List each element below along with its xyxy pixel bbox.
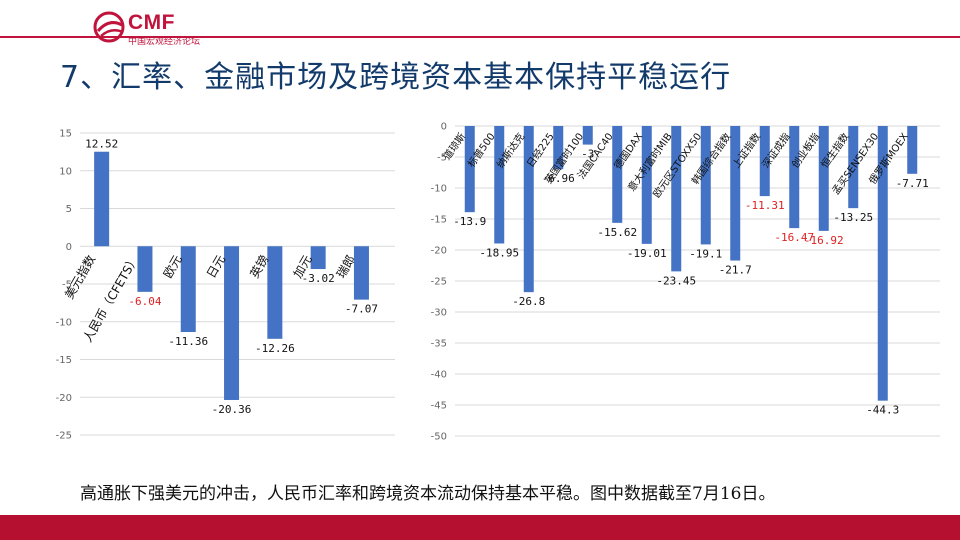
y-tick-label: -5 bbox=[62, 280, 72, 291]
y-tick-label: 5 bbox=[66, 204, 72, 215]
data-label: -12.26 bbox=[255, 342, 295, 355]
footer-bar bbox=[0, 515, 960, 540]
y-tick-label: -25 bbox=[56, 431, 72, 442]
data-label: -23.45 bbox=[656, 274, 696, 287]
y-tick-label: -40 bbox=[431, 370, 447, 381]
data-label: -13.25 bbox=[833, 211, 873, 224]
y-tick-label: -25 bbox=[431, 277, 447, 288]
data-label: -19.01 bbox=[627, 247, 667, 260]
y-tick-label: -10 bbox=[431, 184, 447, 195]
chart-1: 151050-5-10-15-20-2512.52美元指数-6.04人民币（CF… bbox=[56, 129, 395, 442]
y-tick-label: -10 bbox=[56, 317, 72, 328]
y-tick-label: 10 bbox=[59, 166, 72, 177]
data-label: -11.36 bbox=[168, 335, 208, 348]
y-tick-label: -15 bbox=[56, 355, 72, 366]
bar bbox=[137, 246, 153, 292]
y-tick-label: -20 bbox=[431, 246, 447, 257]
y-tick-label: 0 bbox=[441, 122, 447, 133]
bar bbox=[877, 126, 888, 401]
cmf-globe-icon bbox=[93, 11, 125, 43]
data-label: -11.31 bbox=[745, 199, 785, 212]
bar bbox=[700, 126, 711, 245]
bar bbox=[94, 151, 110, 247]
bar bbox=[310, 246, 326, 270]
data-label: -7.71 bbox=[896, 177, 929, 190]
bar bbox=[582, 126, 593, 145]
data-label: -6.96 bbox=[542, 172, 575, 185]
data-label: -15.62 bbox=[597, 226, 637, 239]
bar bbox=[180, 246, 196, 333]
bar bbox=[789, 126, 800, 229]
data-label: -18.95 bbox=[479, 246, 519, 259]
y-tick-label: -5 bbox=[437, 153, 447, 164]
data-label: -3.02 bbox=[302, 272, 335, 285]
bar bbox=[224, 246, 240, 400]
data-label: -7.07 bbox=[345, 303, 378, 316]
data-label: -20.36 bbox=[212, 403, 252, 416]
y-tick-label: -50 bbox=[431, 432, 447, 443]
slide-caption: 高通胀下强美元的冲击，人民币汇率和跨境资本流动保持基本平稳。图中数据截至7月16… bbox=[80, 484, 776, 504]
data-label: -16.92 bbox=[804, 234, 844, 247]
category-label: 美元指数 bbox=[61, 252, 98, 301]
bar bbox=[730, 126, 741, 261]
data-label: -19.1 bbox=[689, 247, 722, 260]
bar bbox=[848, 126, 859, 209]
logo-subtitle: 中国宏观经济论坛 bbox=[128, 37, 201, 47]
cmf-logo: CMF 中国宏观经济论坛 bbox=[92, 8, 232, 47]
data-label: -16.47 bbox=[774, 231, 814, 244]
data-label: -44.3 bbox=[866, 404, 899, 417]
header-rule bbox=[0, 36, 960, 38]
bar bbox=[523, 126, 534, 293]
y-tick-label: -35 bbox=[431, 339, 447, 350]
data-label: -26.8 bbox=[512, 295, 545, 308]
bar bbox=[671, 126, 682, 272]
slide-title: 7、汇率、金融市场及跨境资本基本保持平稳运行 bbox=[60, 60, 732, 95]
data-label: -6.04 bbox=[128, 295, 161, 308]
y-tick-label: 15 bbox=[59, 129, 72, 140]
y-tick-label: -20 bbox=[56, 393, 72, 404]
bar bbox=[464, 126, 475, 213]
bar bbox=[907, 126, 918, 174]
bar bbox=[612, 126, 623, 223]
y-tick-label: -30 bbox=[431, 308, 447, 319]
data-label: -21.7 bbox=[719, 264, 752, 277]
bar bbox=[759, 126, 770, 197]
bar bbox=[818, 126, 829, 231]
bar bbox=[267, 246, 283, 339]
y-tick-label: -45 bbox=[431, 401, 447, 412]
logo-name: CMF bbox=[128, 11, 175, 34]
data-label: -13.9 bbox=[453, 215, 486, 228]
bar bbox=[553, 126, 564, 170]
chart-2: 0-5-10-15-20-25-30-35-40-45-50-13.9道琼斯-1… bbox=[431, 122, 940, 443]
bar bbox=[641, 126, 652, 244]
data-label: -3 bbox=[581, 148, 594, 161]
y-tick-label: -15 bbox=[431, 215, 447, 226]
bar bbox=[494, 126, 505, 244]
y-tick-label: 0 bbox=[66, 242, 72, 253]
bar bbox=[353, 246, 369, 300]
data-label: 12.52 bbox=[85, 138, 118, 151]
